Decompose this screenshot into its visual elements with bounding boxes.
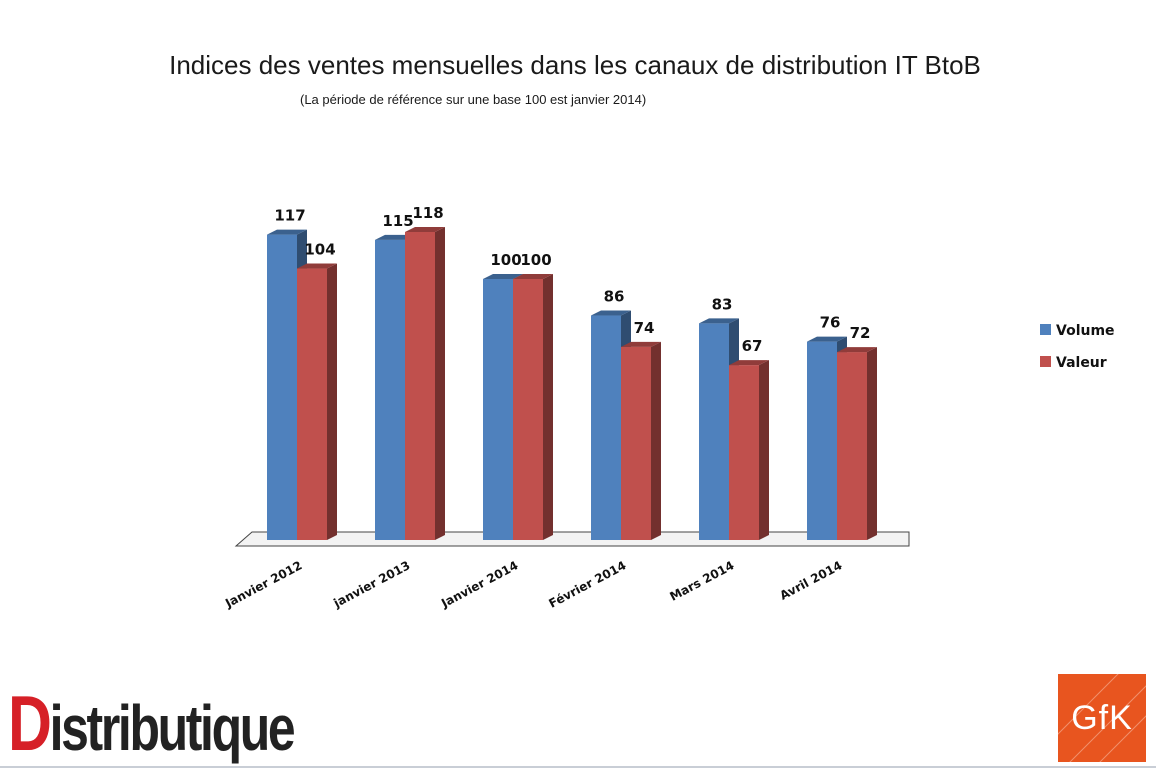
legend-swatch-volume (1040, 324, 1051, 335)
x-tick-label-5: Mars 2014 (667, 558, 736, 604)
legend-swatch-valeur (1040, 356, 1051, 367)
gfk-logo-stripes (1058, 674, 1146, 762)
legend-label-valeur: Valeur (1056, 355, 1107, 371)
bar-valeur-5 (729, 360, 769, 540)
data-label-volume-4: 86 (604, 288, 625, 306)
legend-label-volume: Volume (1056, 323, 1115, 339)
chart-subtitle: (La période de référence sur une base 10… (300, 92, 647, 107)
x-tick-label-1: Janvier 2012 (222, 558, 304, 611)
data-label-valeur-6: 72 (850, 324, 871, 342)
x-tick-label-4: Février 2014 (546, 558, 628, 610)
data-label-valeur-3: 100 (520, 251, 551, 269)
distributique-logo-initial: D (8, 679, 52, 767)
data-label-valeur-2: 118 (412, 204, 443, 222)
bar-valeur-1 (297, 263, 337, 540)
distributique-logo-rest: istributique (49, 692, 296, 764)
x-tick-label-6: Avril 2014 (777, 558, 844, 602)
bar-valeur-6 (837, 347, 877, 540)
data-label-volume-6: 76 (820, 314, 841, 332)
bar-valeur-4 (621, 341, 661, 540)
data-label-valeur-1: 104 (304, 241, 335, 259)
bottom-divider (0, 766, 1156, 768)
data-label-volume-2: 115 (382, 212, 413, 230)
data-label-valeur-5: 67 (742, 337, 763, 355)
data-label-volume-5: 83 (712, 295, 733, 313)
distributique-logo: Distributique (8, 679, 296, 767)
chart-title: Indices des ventes mensuelles dans les c… (169, 50, 981, 80)
x-tick-label-2: janvier 2013 (330, 558, 412, 610)
bar-valeur-3 (513, 273, 553, 540)
data-label-volume-1: 117 (274, 207, 305, 225)
bar-valeur-2 (405, 227, 445, 540)
data-label-volume-3: 100 (490, 251, 521, 269)
x-tick-label-3: Janvier 2014 (438, 558, 520, 611)
gfk-logo: GfK (1058, 674, 1146, 762)
gfk-logo-text: GfK (1071, 699, 1133, 737)
data-label-valeur-4: 74 (634, 319, 655, 337)
